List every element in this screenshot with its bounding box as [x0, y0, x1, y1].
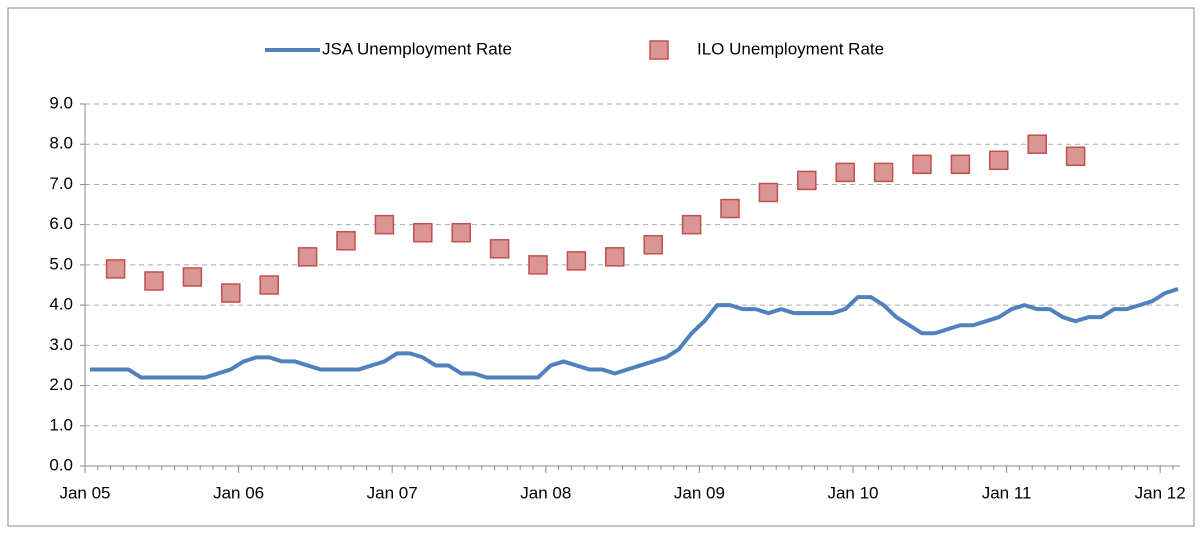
data-marker — [566, 251, 587, 271]
y-tick-label: 6.0 — [49, 214, 73, 233]
data-marker — [336, 231, 356, 251]
x-tick-label: Jan 06 — [213, 483, 264, 502]
data-marker — [259, 275, 279, 295]
x-tick-label: Jan 05 — [59, 483, 110, 502]
y-tick-label: 0.0 — [49, 455, 73, 474]
data-marker — [950, 154, 971, 175]
y-tick-label: 8.0 — [49, 134, 73, 153]
data-marker — [182, 267, 203, 287]
x-tick-label: Jan 10 — [827, 483, 878, 502]
data-line — [90, 287, 1179, 380]
data-marker — [144, 271, 164, 291]
data-marker — [297, 247, 318, 267]
data-marker — [1027, 134, 1047, 154]
data-marker — [221, 283, 241, 303]
y-tick-label: 3.0 — [49, 335, 73, 354]
y-tick-label: 2.0 — [49, 375, 73, 394]
data-marker — [1065, 146, 1086, 167]
y-tick-label: 5.0 — [49, 254, 73, 273]
data-marker — [873, 162, 894, 183]
data-marker — [489, 239, 510, 259]
data-marker — [720, 198, 740, 219]
chart-border — [7, 7, 1195, 527]
data-marker — [451, 222, 471, 243]
x-tick-label: Jan 12 — [1135, 483, 1186, 502]
x-tick-label: Jan 08 — [520, 483, 571, 502]
x-tick-label: Jan 09 — [674, 483, 725, 502]
legend-swatch — [649, 40, 669, 60]
y-tick-label: 9.0 — [49, 93, 73, 112]
x-tick-label: Jan 11 — [982, 483, 1032, 502]
data-marker — [528, 255, 548, 275]
data-marker — [989, 150, 1009, 171]
data-marker — [105, 259, 126, 279]
data-marker — [681, 214, 702, 235]
y-tick-label: 7.0 — [49, 174, 73, 193]
data-marker — [912, 154, 932, 175]
data-marker — [797, 170, 817, 191]
data-marker — [758, 182, 779, 203]
data-marker — [835, 162, 855, 183]
legend-label: ILO Unemployment Rate — [697, 39, 884, 58]
data-marker — [413, 222, 433, 243]
y-tick-label: 1.0 — [49, 415, 73, 434]
y-tick-label: 4.0 — [49, 295, 73, 314]
legend-label: JSA Unemployment Rate — [322, 39, 512, 58]
data-marker — [605, 247, 625, 267]
data-marker — [643, 235, 663, 255]
x-tick-label: Jan 07 — [367, 483, 418, 502]
data-marker — [374, 214, 395, 235]
